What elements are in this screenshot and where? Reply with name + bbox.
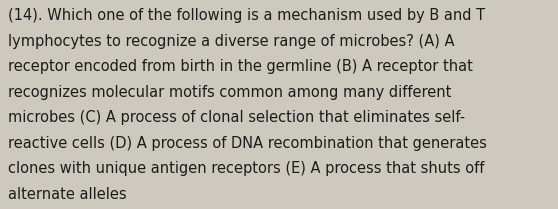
Text: receptor encoded from birth in the germline (B) A receptor that: receptor encoded from birth in the germl… xyxy=(8,59,473,74)
Text: microbes (C) A process of clonal selection that eliminates self-: microbes (C) A process of clonal selecti… xyxy=(8,110,465,125)
Text: (14). Which one of the following is a mechanism used by B and T: (14). Which one of the following is a me… xyxy=(8,8,485,23)
Text: recognizes molecular motifs common among many different: recognizes molecular motifs common among… xyxy=(8,85,452,100)
Text: clones with unique antigen receptors (E) A process that shuts off: clones with unique antigen receptors (E)… xyxy=(8,161,485,176)
Text: lymphocytes to recognize a diverse range of microbes? (A) A: lymphocytes to recognize a diverse range… xyxy=(8,34,455,49)
Text: alternate alleles: alternate alleles xyxy=(8,187,127,202)
Text: reactive cells (D) A process of DNA recombination that generates: reactive cells (D) A process of DNA reco… xyxy=(8,136,487,151)
